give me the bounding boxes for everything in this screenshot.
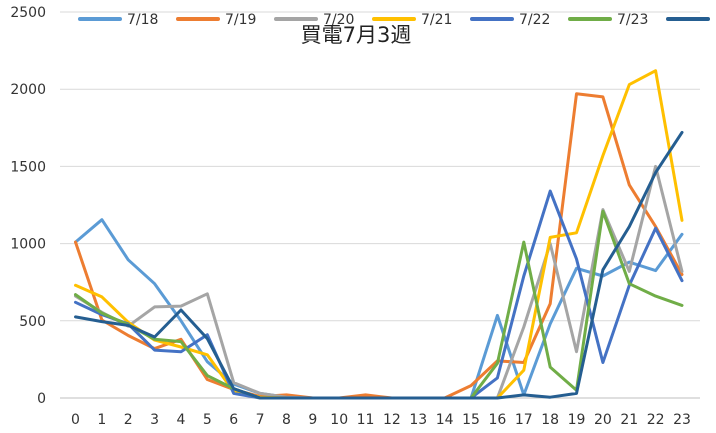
- legend-item: 7/23: [568, 12, 648, 28]
- x-tick-label: 18: [541, 412, 559, 428]
- legend-item: 7/20: [274, 12, 354, 28]
- x-tick-label: 23: [673, 412, 691, 428]
- series-line: [74, 130, 684, 400]
- x-tick-label: 19: [568, 412, 586, 428]
- x-tick-label: 22: [647, 412, 665, 428]
- x-tick-label: 12: [383, 412, 401, 428]
- x-tick-label: 9: [308, 412, 317, 428]
- x-tick-label: 15: [462, 412, 480, 428]
- y-tick-label: 2000: [10, 82, 46, 98]
- x-tick-label: 21: [620, 412, 638, 428]
- x-tick-label: 11: [357, 412, 375, 428]
- y-tick-label: 2500: [10, 5, 46, 21]
- x-tick-label: 0: [71, 412, 80, 428]
- legend-item: 7/19: [176, 12, 256, 28]
- legend-item: 7/18: [78, 12, 158, 28]
- legend-label: 7/22: [519, 12, 550, 28]
- y-tick-label: 1500: [10, 159, 46, 175]
- x-tick-label: 1: [97, 412, 106, 428]
- x-tick-label: 13: [409, 412, 427, 428]
- x-tick-label: 4: [177, 412, 186, 428]
- x-tick-label: 3: [150, 412, 159, 428]
- legend-item: 7/21: [372, 12, 452, 28]
- legend-label: 7/18: [127, 12, 158, 28]
- y-tick-label: 500: [19, 314, 46, 330]
- legend: 7/187/197/207/217/227/237/24: [78, 12, 716, 28]
- x-tick-label: 5: [203, 412, 212, 428]
- legend-label: 7/19: [225, 12, 256, 28]
- x-tick-label: 14: [436, 412, 454, 428]
- series-lines: [74, 69, 684, 400]
- legend-label: 7/20: [323, 12, 354, 28]
- x-tick-label: 6: [229, 412, 238, 428]
- x-tick-label: 8: [282, 412, 291, 428]
- legend-label: 7/23: [617, 12, 648, 28]
- y-tick-label: 1000: [10, 237, 46, 253]
- x-tick-label: 7: [256, 412, 265, 428]
- legend-label: 7/21: [421, 12, 452, 28]
- legend-item: 7/22: [470, 12, 550, 28]
- y-tick-label: 0: [37, 391, 46, 407]
- x-tick-label: 17: [515, 412, 533, 428]
- x-tick-label: 10: [330, 412, 348, 428]
- x-tick-label: 20: [594, 412, 612, 428]
- chart-title: 買電7月3週: [301, 23, 412, 47]
- x-tick-label: 16: [488, 412, 506, 428]
- x-tick-label: 2: [124, 412, 133, 428]
